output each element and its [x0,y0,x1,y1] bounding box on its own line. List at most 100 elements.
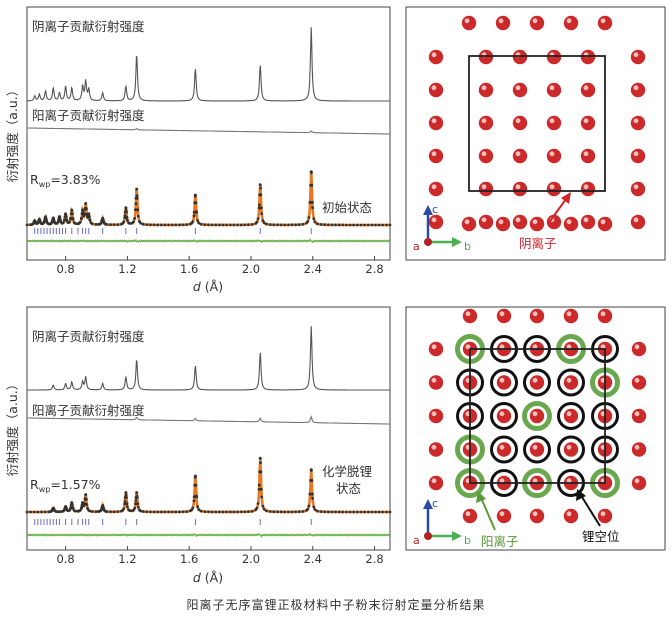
atom [630,115,646,131]
atom-highlight [499,444,505,450]
chart-frame [26,306,391,551]
observed-point [159,223,163,227]
observed-point [218,223,221,227]
observed-point [167,510,171,514]
atom [496,375,512,390]
observed-point [133,506,137,510]
atom [478,148,494,164]
observed-point [207,223,210,227]
observed-point [363,223,366,227]
observed-point [370,223,374,227]
observed-point [330,510,334,514]
observed-point [85,503,89,506]
observed-point [156,223,160,227]
observed-point [385,223,388,227]
observed-point [260,212,264,216]
atom-highlight [431,217,437,223]
atom [495,15,511,31]
atom [496,508,512,524]
observed-point [178,223,181,227]
observed-point [134,499,138,502]
observed-point [181,510,185,514]
atom [580,49,596,65]
observed-point [25,223,29,227]
observed-point [307,216,311,219]
curves [25,27,392,244]
observed-point [345,223,348,227]
state-label-line1: 化学脱锂 [322,464,372,479]
observed-point [236,223,239,227]
axis-triad: c b a [413,497,471,547]
observed-point [374,223,377,227]
atom-highlight [481,184,487,190]
observed-point [262,221,266,225]
observed-point [381,223,385,227]
observed-point [197,221,201,225]
atom-highlight [549,85,555,91]
observed-point [259,206,263,210]
observed-point [374,510,377,514]
x-tick-label: 2.4 [304,552,322,566]
atom-highlight [515,184,521,190]
atom [461,216,477,232]
lithium-vacancy-ring [557,402,585,430]
atom [580,181,596,197]
atom-highlight [499,478,505,484]
observed-point [330,223,334,227]
atom-highlight [583,85,589,91]
a-axis-dot [424,238,432,246]
observed-point [124,491,128,495]
observed-point [312,217,316,221]
observed-point [221,223,225,227]
atom-lattice [428,15,646,232]
atom [529,508,545,524]
atom [478,115,494,131]
observed-point [313,220,317,224]
atom-highlight [634,411,640,417]
observed-point [145,223,149,227]
atom [428,375,444,390]
atom [563,308,579,324]
observed-point [156,510,160,514]
observed-point [192,495,196,499]
atom [478,214,494,230]
observed-point [132,220,135,224]
lithium-vacancy-ring [557,435,585,464]
observed-point [337,223,341,227]
atom-highlight [532,18,538,24]
lithium-vacancy-ring [490,435,518,464]
observed-point [377,510,381,514]
atom-highlight [465,344,471,350]
observed-point [312,505,316,509]
x-tick-label: 2.0 [242,552,260,566]
observed-point [163,223,167,227]
atom-highlight [499,377,505,383]
observed-point [70,503,74,507]
observed-point [43,219,46,223]
b-axis-label: b [464,240,471,253]
cation-site-ring [522,401,552,431]
atom [428,49,444,65]
observed-point [225,510,229,514]
observed-point [44,217,48,221]
y-axis-label: 衍射强度（a.u.） [5,84,20,183]
atom [563,442,579,457]
observed-point [69,506,73,510]
observed-point [250,223,254,226]
observed-point [309,170,313,174]
atom-highlight [515,118,521,124]
atom-highlight [431,85,437,91]
atom [546,49,562,65]
observed-point [221,510,225,514]
observed-point [276,223,279,227]
atom-highlight [566,18,572,24]
observed-point [63,218,66,222]
observed-point [250,509,254,513]
cation-contribution-curve [27,127,390,135]
observed-point [139,221,143,225]
lithium-vacancy-ring [523,435,551,464]
atom-highlight [600,311,606,317]
observed-point [306,220,310,223]
observed-point [203,223,207,227]
observed-point [262,507,266,511]
